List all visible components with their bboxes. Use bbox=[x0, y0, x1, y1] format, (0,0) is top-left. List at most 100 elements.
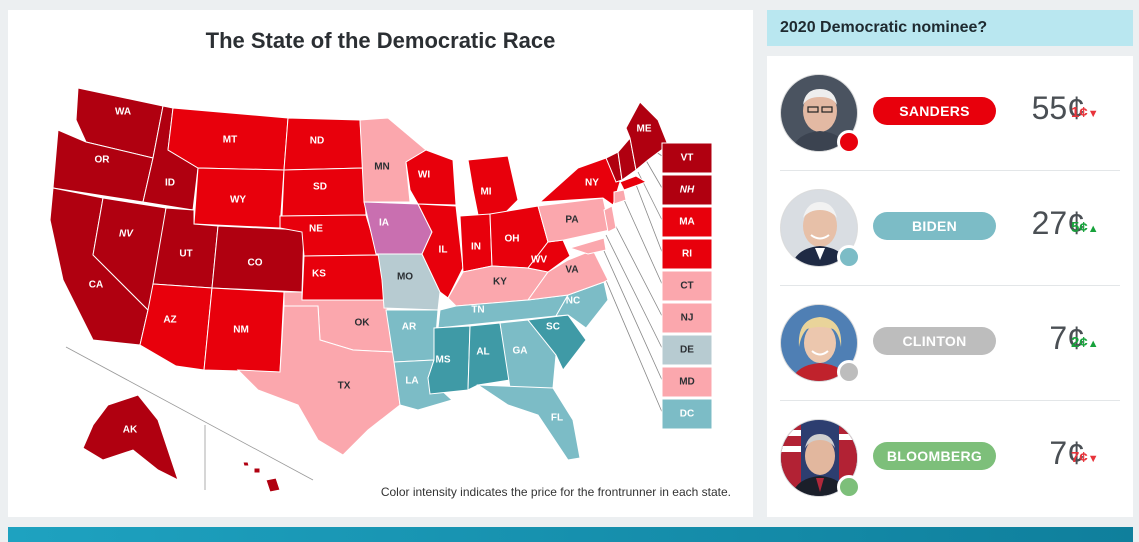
label-FL: FL bbox=[551, 413, 563, 424]
clinton-dot bbox=[837, 360, 861, 384]
label-MI: MI bbox=[480, 187, 491, 198]
small-state-box-dc[interactable] bbox=[661, 398, 713, 430]
label-AZ: AZ bbox=[163, 315, 176, 326]
small-state-box-de[interactable] bbox=[661, 334, 713, 366]
state-FL bbox=[476, 384, 581, 461]
price: 27¢ bbox=[1031, 205, 1085, 241]
candidate-name-pill[interactable]: BIDEN bbox=[873, 212, 996, 240]
label-IL: IL bbox=[439, 245, 448, 256]
avatar[interactable] bbox=[780, 304, 861, 384]
bloomberg-dot bbox=[837, 475, 861, 499]
small-state-label-dc: DC bbox=[680, 409, 694, 420]
state-MI bbox=[467, 155, 519, 216]
price-change: 7¢▼ bbox=[1071, 449, 1099, 466]
down-arrow-icon: ▼ bbox=[1087, 108, 1099, 120]
label-AL: AL bbox=[476, 347, 489, 358]
candidate-list: SANDERS 55¢ 1¢▼ bbox=[767, 56, 1133, 517]
small-state-box-ma[interactable] bbox=[661, 206, 713, 238]
state-AZ bbox=[139, 283, 213, 371]
small-state-box-ri[interactable] bbox=[661, 238, 713, 270]
map-panel: The State of the Democratic Race bbox=[8, 10, 753, 517]
price: 7¢ bbox=[1049, 435, 1085, 471]
label-CA: CA bbox=[89, 280, 103, 291]
state-NY bbox=[538, 157, 621, 206]
row-divider bbox=[780, 285, 1120, 286]
state-WV bbox=[527, 239, 571, 273]
state-labels: WA OR CA ID NV MT WY UT AZ CO NM ND SD N… bbox=[89, 107, 652, 436]
row-divider bbox=[780, 400, 1120, 401]
label-KY: KY bbox=[493, 277, 507, 288]
label-NE: NE bbox=[309, 224, 323, 235]
label-ME: ME bbox=[637, 124, 652, 135]
label-WI: WI bbox=[418, 170, 430, 181]
label-SC: SC bbox=[546, 322, 560, 333]
map-title: The State of the Democratic Race bbox=[205, 28, 556, 53]
market-title: 2020 Democratic nominee? bbox=[767, 10, 1133, 46]
label-PA: PA bbox=[565, 215, 578, 226]
small-state-label-ct: CT bbox=[680, 281, 693, 292]
small-state-box-md[interactable] bbox=[661, 366, 713, 398]
label-MN: MN bbox=[374, 162, 390, 173]
down-arrow-icon: ▼ bbox=[1087, 453, 1099, 465]
label-MS: MS bbox=[436, 355, 451, 366]
label-NM: NM bbox=[233, 325, 249, 336]
label-NC: NC bbox=[566, 296, 580, 307]
small-state-box-vt[interactable] bbox=[661, 142, 713, 174]
label-IN: IN bbox=[471, 242, 481, 253]
state-HI bbox=[242, 461, 281, 493]
state-PA bbox=[537, 197, 611, 243]
state-IL bbox=[417, 203, 464, 299]
label-AK: AK bbox=[123, 425, 138, 436]
us-map: WA OR CA ID NV MT WY UT AZ CO NM ND SD N… bbox=[49, 87, 713, 493]
state-AR bbox=[385, 309, 439, 363]
row-divider bbox=[780, 170, 1120, 171]
state-CT-shape bbox=[613, 189, 627, 205]
candidate-name-pill[interactable]: SANDERS bbox=[873, 97, 996, 125]
small-state-label-vt: VT bbox=[681, 153, 694, 164]
price: 55¢ bbox=[1031, 90, 1085, 126]
label-WY: WY bbox=[230, 195, 246, 206]
candidate-row-clinton[interactable]: CLINTON 7¢ 2¢▲ bbox=[767, 286, 1133, 401]
small-state-label-ri: RI bbox=[682, 249, 692, 260]
candidate-name-pill[interactable]: CLINTON bbox=[873, 327, 996, 355]
state-MD-shape bbox=[568, 237, 607, 255]
label-NY: NY bbox=[585, 178, 599, 189]
small-state-box-nj[interactable] bbox=[661, 302, 713, 334]
candidate-row-biden[interactable]: BIDEN 27¢ 5¢▲ bbox=[767, 171, 1133, 286]
avatar[interactable] bbox=[780, 189, 861, 269]
label-ID: ID bbox=[165, 178, 175, 189]
avatar[interactable] bbox=[780, 419, 861, 499]
small-state-label-de: DE bbox=[680, 345, 694, 356]
label-OH: OH bbox=[505, 234, 520, 245]
up-arrow-icon: ▲ bbox=[1087, 223, 1099, 235]
state-NJ-shape bbox=[603, 205, 617, 233]
label-OK: OK bbox=[355, 318, 371, 329]
candidate-row-sanders[interactable]: SANDERS 55¢ 1¢▼ bbox=[767, 56, 1133, 171]
state-GA bbox=[499, 319, 557, 389]
small-state-boxes: VT NH MA RI CT NJ DE MD DC bbox=[661, 142, 713, 430]
market-panel: 2020 Democratic nominee? SANDERS 55¢ bbox=[767, 10, 1133, 517]
label-IA: IA bbox=[379, 218, 389, 229]
small-state-label-ma: MA bbox=[679, 217, 695, 228]
label-UT: UT bbox=[179, 249, 192, 260]
price: 7¢ bbox=[1049, 320, 1085, 356]
small-state-box-ct[interactable] bbox=[661, 270, 713, 302]
label-AR: AR bbox=[402, 322, 417, 333]
label-KS: KS bbox=[312, 269, 326, 280]
small-state-label-md: MD bbox=[679, 377, 695, 388]
label-ND: ND bbox=[310, 136, 324, 147]
bottom-bar bbox=[8, 527, 1133, 542]
label-VA: VA bbox=[565, 265, 578, 276]
candidate-row-bloomberg[interactable]: BLOOMBERG 7¢ 7¢▼ bbox=[767, 401, 1133, 516]
bloomberg-photo bbox=[780, 419, 858, 497]
small-state-box-nh[interactable] bbox=[661, 174, 713, 206]
label-NV: NV bbox=[119, 229, 134, 240]
small-state-label-nh: NH bbox=[680, 185, 695, 196]
candidate-name-pill[interactable]: BLOOMBERG bbox=[873, 442, 996, 470]
label-TN: TN bbox=[471, 305, 484, 316]
state-AK bbox=[82, 394, 179, 481]
avatar[interactable] bbox=[780, 74, 861, 154]
label-OR: OR bbox=[95, 155, 111, 166]
state-TX bbox=[236, 305, 401, 456]
label-TX: TX bbox=[338, 381, 351, 392]
